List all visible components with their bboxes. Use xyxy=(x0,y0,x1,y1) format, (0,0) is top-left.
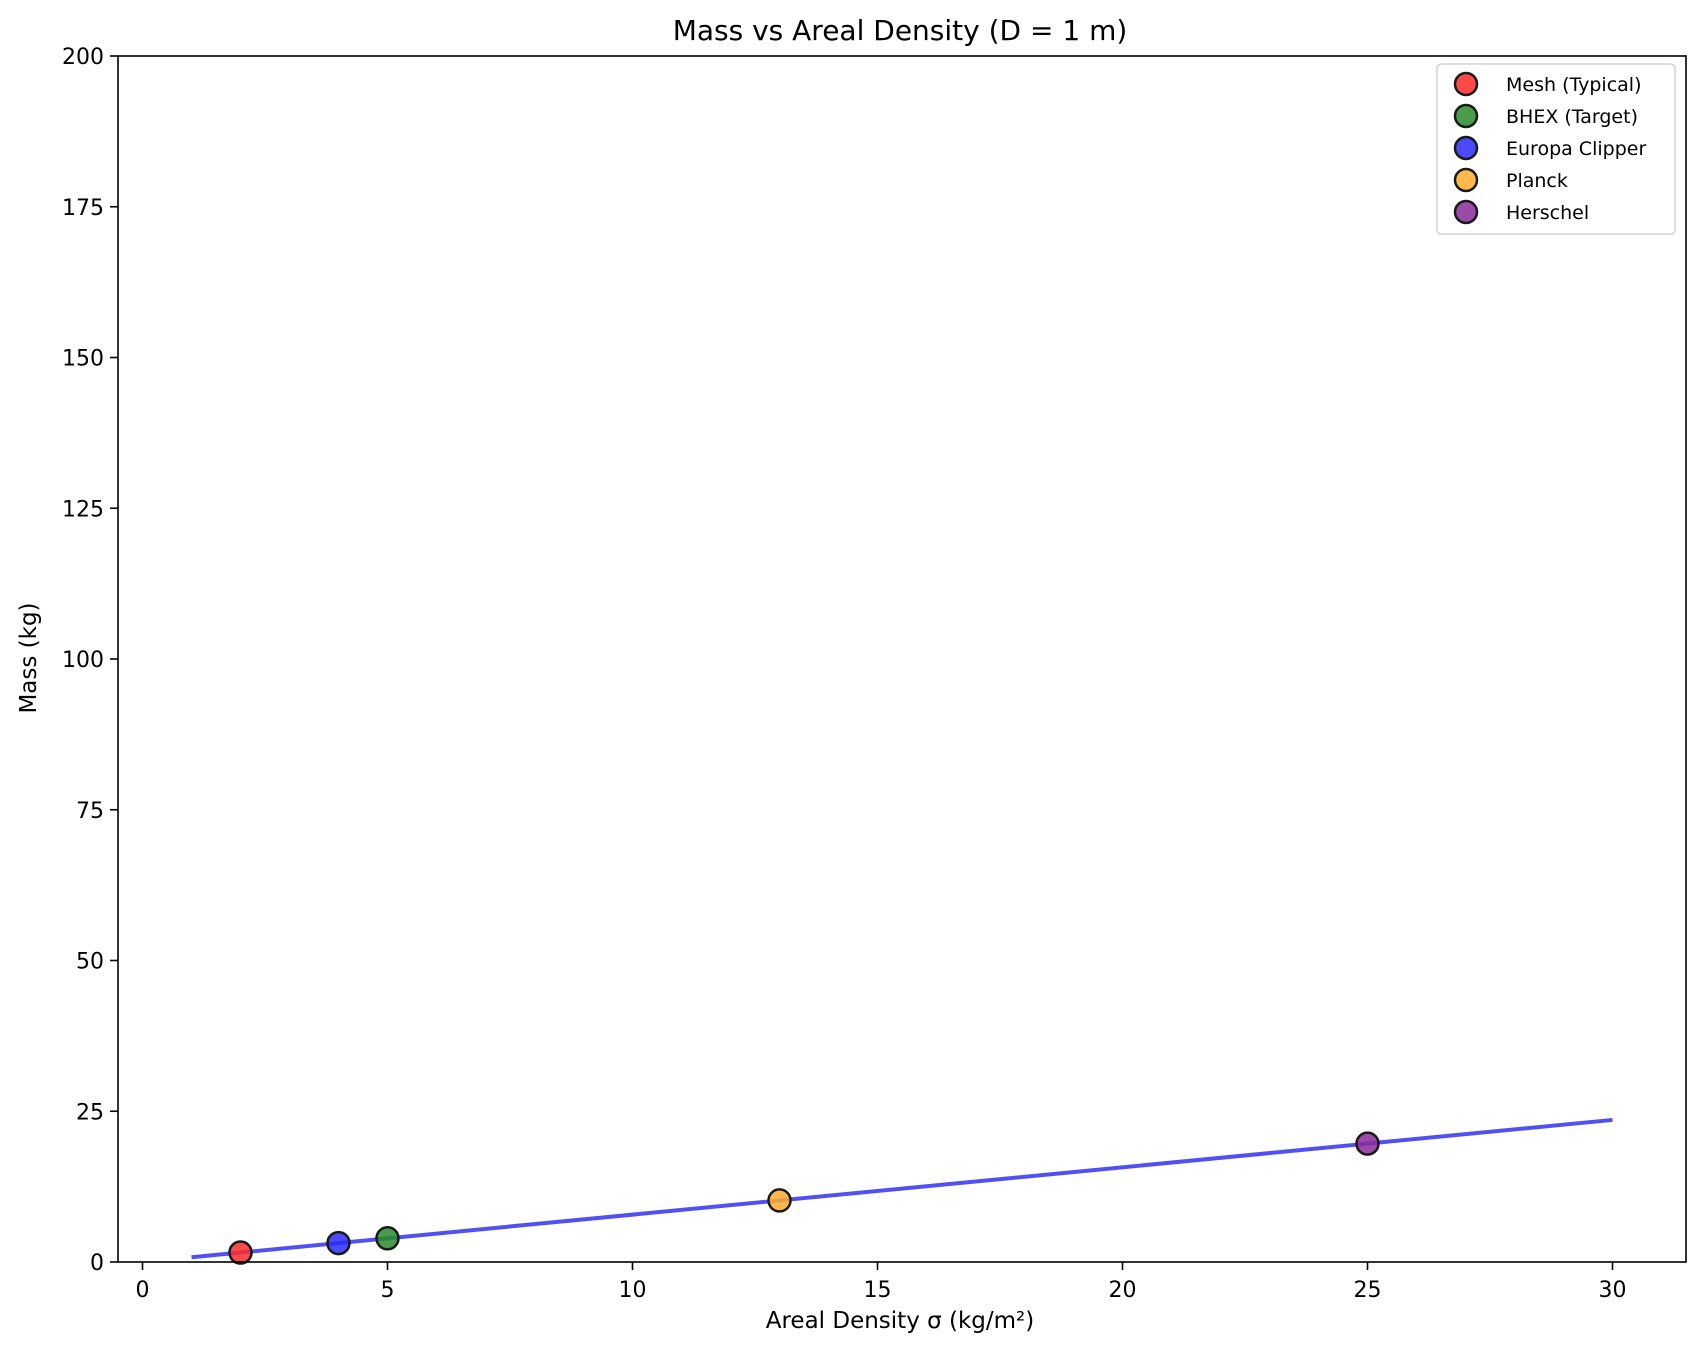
x-tick-label: 25 xyxy=(1354,1278,1382,1303)
y-tick-label: 0 xyxy=(90,1251,104,1276)
y-tick-label: 125 xyxy=(62,497,104,522)
point-planck xyxy=(767,1188,792,1213)
y-tick-label: 50 xyxy=(76,950,104,975)
y-tick-label: 100 xyxy=(62,648,104,673)
x-tick-label: 15 xyxy=(864,1278,892,1303)
x-tick-label: 20 xyxy=(1109,1278,1137,1303)
y-tick-label: 150 xyxy=(62,347,104,372)
legend-box xyxy=(1436,63,1676,235)
point-mesh-typical xyxy=(228,1240,253,1265)
y-tick-label: 200 xyxy=(62,45,104,70)
legend-marker xyxy=(1453,199,1479,225)
x-tick-label: 30 xyxy=(1599,1278,1627,1303)
y-tick-label: 175 xyxy=(62,196,104,221)
axis-ticks: 0 5 10 15 20 25 30 0 25 50 75 100 125 150 175 200 xyxy=(62,45,1627,1303)
legend-marker xyxy=(1453,103,1479,129)
y-axis-label: Mass (kg) xyxy=(16,602,42,713)
x-tick-label: 10 xyxy=(619,1278,647,1303)
legend-label: Herschel xyxy=(1506,202,1589,224)
x-tick-label: 0 xyxy=(136,1278,150,1303)
legend-label: Planck xyxy=(1506,170,1568,192)
legend-label: Mesh (Typical) xyxy=(1506,74,1642,96)
y-tick-label: 25 xyxy=(76,1100,104,1125)
legend-marker xyxy=(1453,167,1479,193)
point-europa-clipper xyxy=(326,1230,351,1256)
y-tick-label: 75 xyxy=(76,799,104,824)
x-tick-label: 5 xyxy=(381,1278,395,1303)
legend-label: BHEX (Target) xyxy=(1506,106,1638,128)
point-bhex-target xyxy=(375,1226,400,1251)
point-herschel xyxy=(1355,1131,1380,1156)
legend-marker xyxy=(1453,71,1479,97)
legend-marker xyxy=(1453,135,1479,161)
x-axis-label: Areal Density σ (kg/m²) xyxy=(766,1308,1035,1334)
legend-label: Europa Clipper xyxy=(1506,138,1646,160)
legend: Mesh (Typical) BHEX (Target) Europa Clippe… xyxy=(1436,63,1676,235)
plot-area xyxy=(191,1117,1613,1265)
chart-title: Mass vs Areal Density (D = 1 m) xyxy=(673,14,1128,47)
